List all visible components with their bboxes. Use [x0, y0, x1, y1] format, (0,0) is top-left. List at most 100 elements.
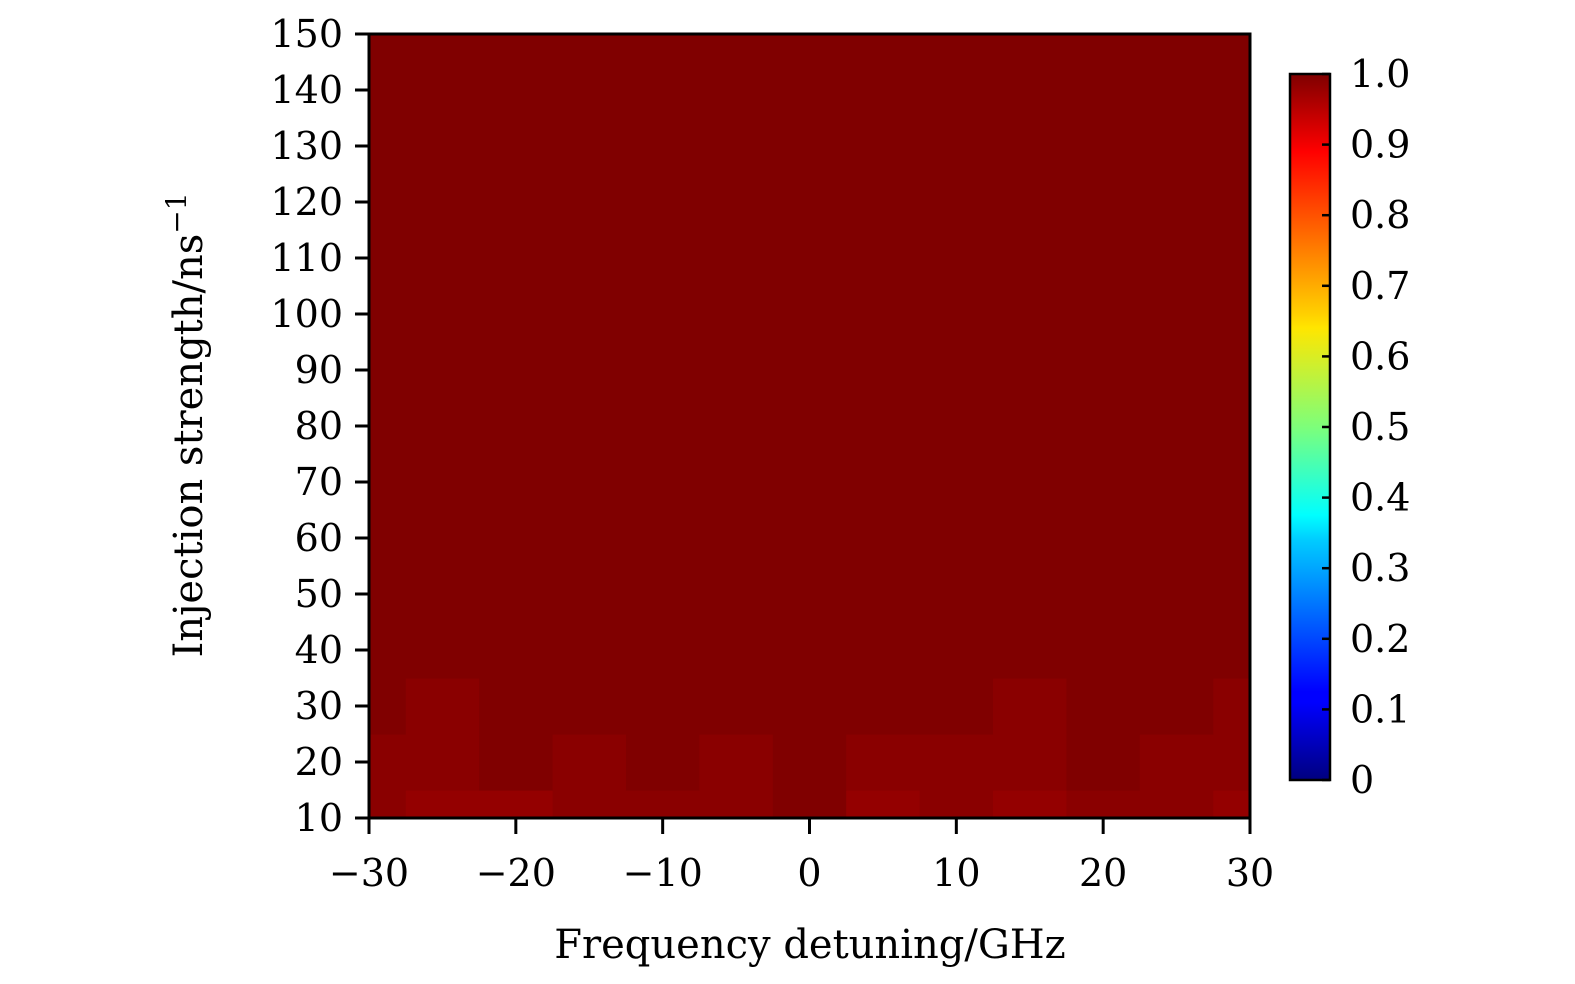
heatmap-cell [369, 790, 407, 818]
heatmap-cell [479, 510, 554, 567]
heatmap-cell [1066, 734, 1141, 791]
heatmap-cell [625, 286, 700, 343]
heatmap-cell [993, 790, 1068, 818]
heatmap-cell [405, 622, 480, 679]
heatmap-cell [405, 342, 480, 399]
heatmap-cell [1213, 398, 1250, 455]
heatmap-cell [993, 398, 1068, 455]
heatmap-cell [699, 678, 774, 735]
heatmap-cell [993, 622, 1068, 679]
heatmap-cell [405, 286, 480, 343]
heatmap-cell [993, 734, 1068, 791]
heatmap-cell [405, 454, 480, 511]
heatmap-cell [1213, 622, 1250, 679]
heatmap-cell [405, 678, 480, 735]
heatmap-cell [699, 118, 774, 175]
heatmap-cell [625, 454, 700, 511]
heatmap-cell [993, 510, 1068, 567]
heatmap-cell [369, 118, 407, 175]
heatmap-cell [919, 566, 994, 623]
heatmap-cell [479, 174, 554, 231]
heatmap-cell [846, 118, 921, 175]
colorbar-tick-label: 0.8 [1350, 193, 1410, 237]
heatmap-cell [993, 286, 1068, 343]
heatmap-cell [369, 678, 407, 735]
heatmap-cell [1139, 118, 1214, 175]
heatmap-cell [1066, 454, 1141, 511]
heatmap-cell [1213, 510, 1250, 567]
heatmap-cell [846, 34, 921, 63]
heatmap-cell [772, 622, 847, 679]
heatmap-cell [1213, 454, 1250, 511]
heatmap-cell [479, 622, 554, 679]
heatmap-cell [1066, 286, 1141, 343]
heatmap-cell [369, 622, 407, 679]
heatmap-cell [479, 118, 554, 175]
heatmap-cell [552, 286, 627, 343]
heatmap-cell [772, 342, 847, 399]
x-axis: −30 −20 −10 0 10 20 30 [329, 818, 1274, 895]
heatmap-cell [1213, 118, 1250, 175]
heatmap-cell [1213, 230, 1250, 287]
heatmap-cell [479, 286, 554, 343]
x-tick-label: −20 [476, 851, 556, 895]
heatmap-cell [1066, 62, 1141, 119]
heatmap-cell [846, 454, 921, 511]
heatmap-cell [405, 566, 480, 623]
heatmap-cell [1213, 734, 1250, 791]
heatmap-cell [405, 34, 480, 63]
heatmap-cell [625, 342, 700, 399]
heatmap-cell [699, 734, 774, 791]
heatmap-cell [699, 286, 774, 343]
heatmap-cell [479, 454, 554, 511]
heatmap-cell [1139, 678, 1214, 735]
heatmap-cell [479, 342, 554, 399]
heatmap-cell [369, 342, 407, 399]
heatmap-cell [772, 398, 847, 455]
heatmap-cell [552, 342, 627, 399]
y-tick-label: 130 [270, 124, 343, 168]
heatmap-cell [699, 454, 774, 511]
heatmap-cell [552, 174, 627, 231]
heatmap-cell [625, 62, 700, 119]
y-tick-label: 110 [270, 236, 343, 280]
heatmap-cell [993, 62, 1068, 119]
y-tick-label: 70 [295, 460, 343, 504]
heatmap-cell [1139, 734, 1214, 791]
heatmap-cell [919, 118, 994, 175]
x-tick-label: 0 [797, 851, 821, 895]
heatmap-cell [772, 62, 847, 119]
heatmap-cell [552, 678, 627, 735]
colorbar-tick-label: 0.6 [1350, 334, 1410, 378]
heatmap-cell [919, 230, 994, 287]
heatmap-cell [1139, 510, 1214, 567]
heatmap-cell [772, 734, 847, 791]
heatmap-cell [625, 566, 700, 623]
heatmap-cell [479, 566, 554, 623]
y-tick-label: 150 [270, 12, 343, 56]
heatmap-cell [369, 34, 407, 63]
heatmap-cell [846, 230, 921, 287]
heatmap-cell [1139, 454, 1214, 511]
y-tick-label: 60 [295, 516, 343, 560]
heatmap-cell [369, 286, 407, 343]
heatmap-cell [1213, 342, 1250, 399]
heatmap-cell [846, 342, 921, 399]
heatmap-cell [699, 622, 774, 679]
x-tick-label: 30 [1226, 851, 1274, 895]
heatmap-cell [1066, 622, 1141, 679]
y-axis-label-superscript: −1 [160, 192, 193, 233]
heatmap-cell [369, 566, 407, 623]
heatmap-cell [699, 230, 774, 287]
heatmap-cell [625, 790, 700, 818]
heatmap-cell [1139, 174, 1214, 231]
y-tick-label: 20 [295, 740, 343, 784]
y-axis-label-main: Injection strength/ns [166, 234, 212, 658]
heatmap-cell [552, 566, 627, 623]
heatmap-cell [772, 678, 847, 735]
heatmap-cell [369, 62, 407, 119]
heatmap-cell [479, 62, 554, 119]
colorbar-tick-label: 0.5 [1350, 405, 1410, 449]
colorbar-tick-label: 0.9 [1350, 123, 1410, 167]
